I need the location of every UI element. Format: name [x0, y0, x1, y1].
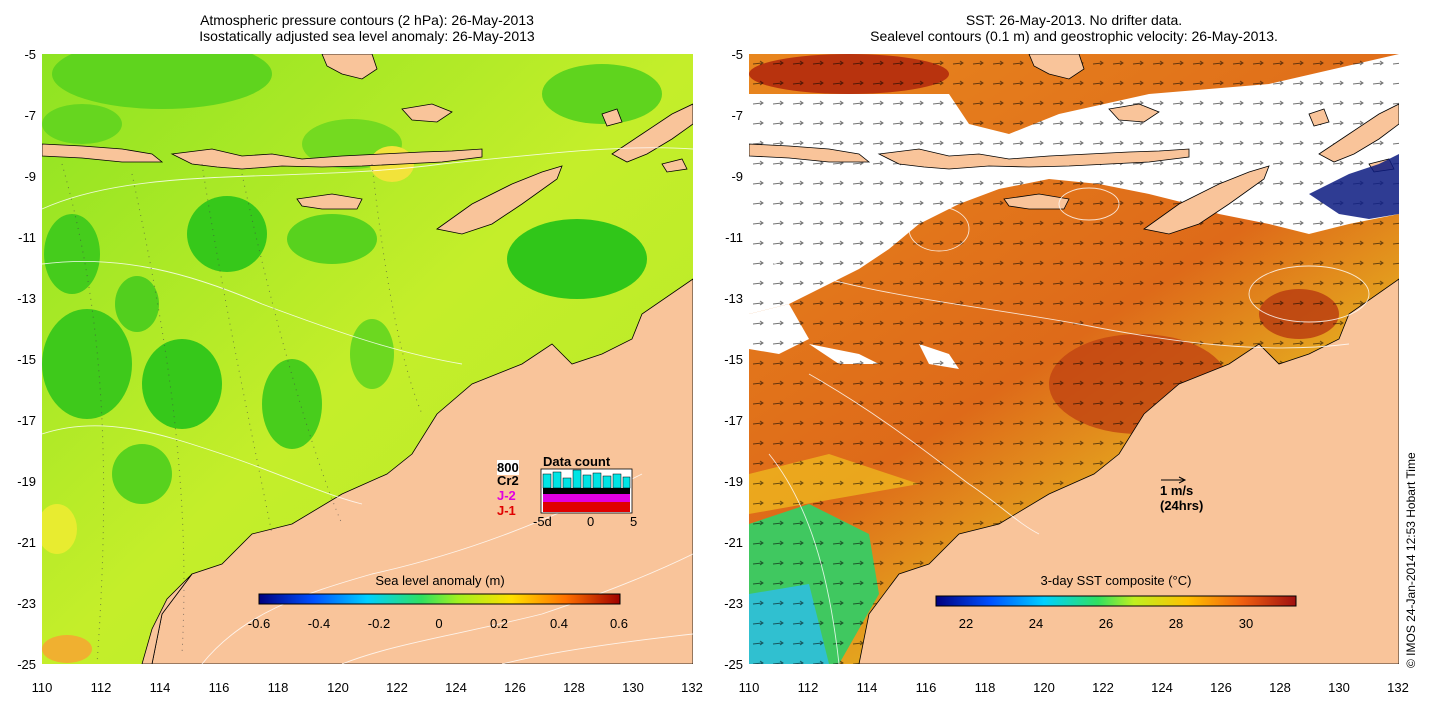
colorbar-tick: 28: [1168, 616, 1184, 631]
y-tick: -25: [724, 657, 743, 672]
sla-colorbar-title: Sea level anomaly (m): [375, 573, 505, 588]
sealevel-contours: [749, 187, 1370, 664]
x-tick: 120: [327, 680, 349, 695]
colorbar-tick: 0: [435, 616, 443, 631]
y-tick: -17: [724, 413, 743, 428]
right-title-line2: Sealevel contours (0.1 m) and geostrophi…: [870, 28, 1278, 44]
x-tick: 116: [208, 680, 230, 695]
colorbar-tick: -0.2: [367, 616, 391, 631]
left-map: [42, 54, 693, 664]
left-title-line2: Isostatically adjusted sea level anomaly…: [199, 28, 535, 44]
x-tick: 126: [504, 680, 526, 695]
colorbar-tick: 22: [958, 616, 974, 631]
satellite-j2: J-2: [497, 488, 516, 503]
satellite-cr2: Cr2: [497, 473, 519, 488]
data-count-chart: [540, 468, 633, 514]
y-tick: -5: [731, 47, 743, 62]
colorbar-tick: 30: [1238, 616, 1254, 631]
colorbar-tick: -0.4: [307, 616, 331, 631]
velocity-key-period: (24hrs): [1160, 498, 1204, 513]
x-tick: 126: [1210, 680, 1232, 695]
sea-level-anomaly-field: [42, 54, 662, 663]
navy-patches: [1309, 154, 1399, 219]
data-count-tick: -5d: [533, 514, 552, 529]
pressure-contours: [42, 147, 693, 664]
colorbar-tick: 0.4: [549, 616, 569, 631]
y-tick: -21: [17, 535, 36, 550]
x-tick: 120: [1033, 680, 1055, 695]
colorbar-tick: -0.6: [247, 616, 271, 631]
y-tick: -9: [24, 169, 36, 184]
x-tick: 132: [681, 680, 703, 695]
x-tick: 114: [149, 680, 171, 695]
atmospheric-dotted-contours: [61, 163, 423, 664]
x-tick: 124: [445, 680, 467, 695]
right-map: [749, 54, 1399, 664]
y-tick: -23: [17, 596, 36, 611]
y-tick: -7: [731, 108, 743, 123]
x-tick: 130: [1328, 680, 1350, 695]
data-count-bars: [542, 469, 631, 512]
x-tick: 114: [856, 680, 878, 695]
imos-credit: © IMOS 24-Jan-2014 12:53 Hobart Time: [1404, 452, 1418, 668]
y-tick: -19: [17, 474, 36, 489]
sla-colorbar-gradient: [258, 593, 621, 605]
sst-colorbar-gradient: [935, 595, 1297, 607]
y-tick: -17: [17, 413, 36, 428]
x-tick: 128: [1269, 680, 1291, 695]
colorbar-tick: 24: [1028, 616, 1044, 631]
x-tick: 132: [1387, 680, 1409, 695]
satellite-800: 800: [497, 460, 519, 475]
satellite-j1: J-1: [497, 503, 516, 518]
x-tick: 118: [974, 680, 996, 695]
velocity-key-speed: 1 m/s: [1160, 483, 1194, 498]
sst-colorbar: [935, 595, 1297, 607]
y-tick: -9: [731, 169, 743, 184]
x-tick: 122: [386, 680, 408, 695]
y-tick: -5: [24, 47, 36, 62]
x-tick: 130: [622, 680, 644, 695]
y-tick: -15: [17, 352, 36, 367]
x-tick: 112: [797, 680, 819, 695]
colorbar-tick: 0.2: [489, 616, 509, 631]
x-tick: 110: [31, 680, 53, 695]
y-tick: -11: [725, 230, 743, 245]
y-tick: -21: [724, 535, 743, 550]
y-tick: -15: [724, 352, 743, 367]
velocity-key-arrow: [1161, 476, 1187, 484]
x-tick: 110: [738, 680, 760, 695]
x-tick: 112: [90, 680, 112, 695]
colorbar-tick: 0.6: [609, 616, 629, 631]
right-title-line1: SST: 26-May-2013. No drifter data.: [965, 12, 1183, 28]
x-tick: 118: [267, 680, 289, 695]
x-tick: 128: [563, 680, 585, 695]
data-count-tick: 0: [587, 514, 595, 529]
y-tick: -23: [724, 596, 743, 611]
land-masses: [749, 54, 1399, 664]
left-title-line1: Atmospheric pressure contours (2 hPa): 2…: [200, 12, 534, 28]
x-tick: 116: [915, 680, 937, 695]
y-tick: -19: [724, 474, 743, 489]
y-tick: -25: [17, 657, 36, 672]
sst-colorbar-title: 3-day SST composite (°C): [1040, 573, 1192, 588]
land-masses: [42, 54, 693, 664]
colorbar-tick: 26: [1098, 616, 1114, 631]
y-tick: -13: [17, 291, 36, 306]
y-tick: -7: [24, 108, 36, 123]
data-count-title: Data count: [543, 454, 611, 469]
y-tick: -11: [18, 230, 36, 245]
y-tick: -13: [724, 291, 743, 306]
sla-colorbar: [258, 593, 621, 605]
x-tick: 122: [1092, 680, 1114, 695]
x-tick: 124: [1151, 680, 1173, 695]
data-count-tick: 5: [630, 514, 638, 529]
